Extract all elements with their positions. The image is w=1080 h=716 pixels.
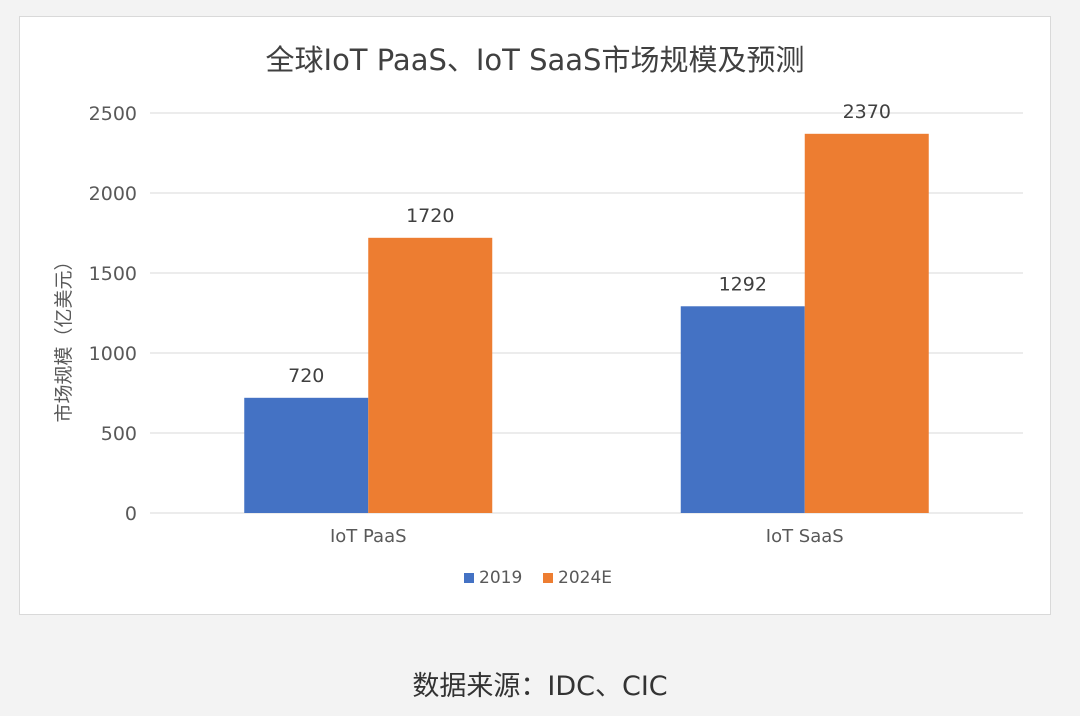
y-tick-label: 1000: [89, 343, 137, 365]
source-note: 数据来源：IDC、CIC: [412, 671, 668, 702]
bar: [804, 133, 929, 514]
legend-swatch: [464, 573, 474, 583]
data-label: 1720: [406, 205, 454, 227]
data-label: 2370: [843, 101, 891, 123]
y-tick-label: 2500: [89, 103, 137, 125]
bar: [680, 306, 805, 513]
data-label: 1292: [719, 273, 767, 295]
y-axis-label: 市场规模（亿美元）: [53, 251, 75, 422]
x-tick-label: IoT PaaS: [330, 526, 407, 547]
y-tick-label: 2000: [89, 183, 137, 205]
data-label: 720: [288, 365, 324, 387]
legend-label: 2019: [479, 568, 522, 588]
bar: [368, 237, 493, 514]
bar-chart: 全球IoT PaaS、IoT SaaS市场规模及预测 市场规模（亿美元） 0 50…: [53, 43, 1023, 588]
chart-title: 全球IoT PaaS、IoT SaaS市场规模及预测: [266, 43, 805, 77]
chart-panel: 全球IoT PaaS、IoT SaaS市场规模及预测 市场规模（亿美元） 0 50…: [19, 16, 1051, 615]
y-tick-label: 0: [125, 503, 137, 525]
legend-label: 2024E: [558, 568, 612, 588]
y-tick-label: 500: [101, 423, 137, 445]
bar: [244, 397, 369, 513]
y-tick-label: 1500: [89, 263, 137, 285]
legend-swatch: [543, 573, 553, 583]
x-tick-label: IoT SaaS: [766, 526, 844, 547]
